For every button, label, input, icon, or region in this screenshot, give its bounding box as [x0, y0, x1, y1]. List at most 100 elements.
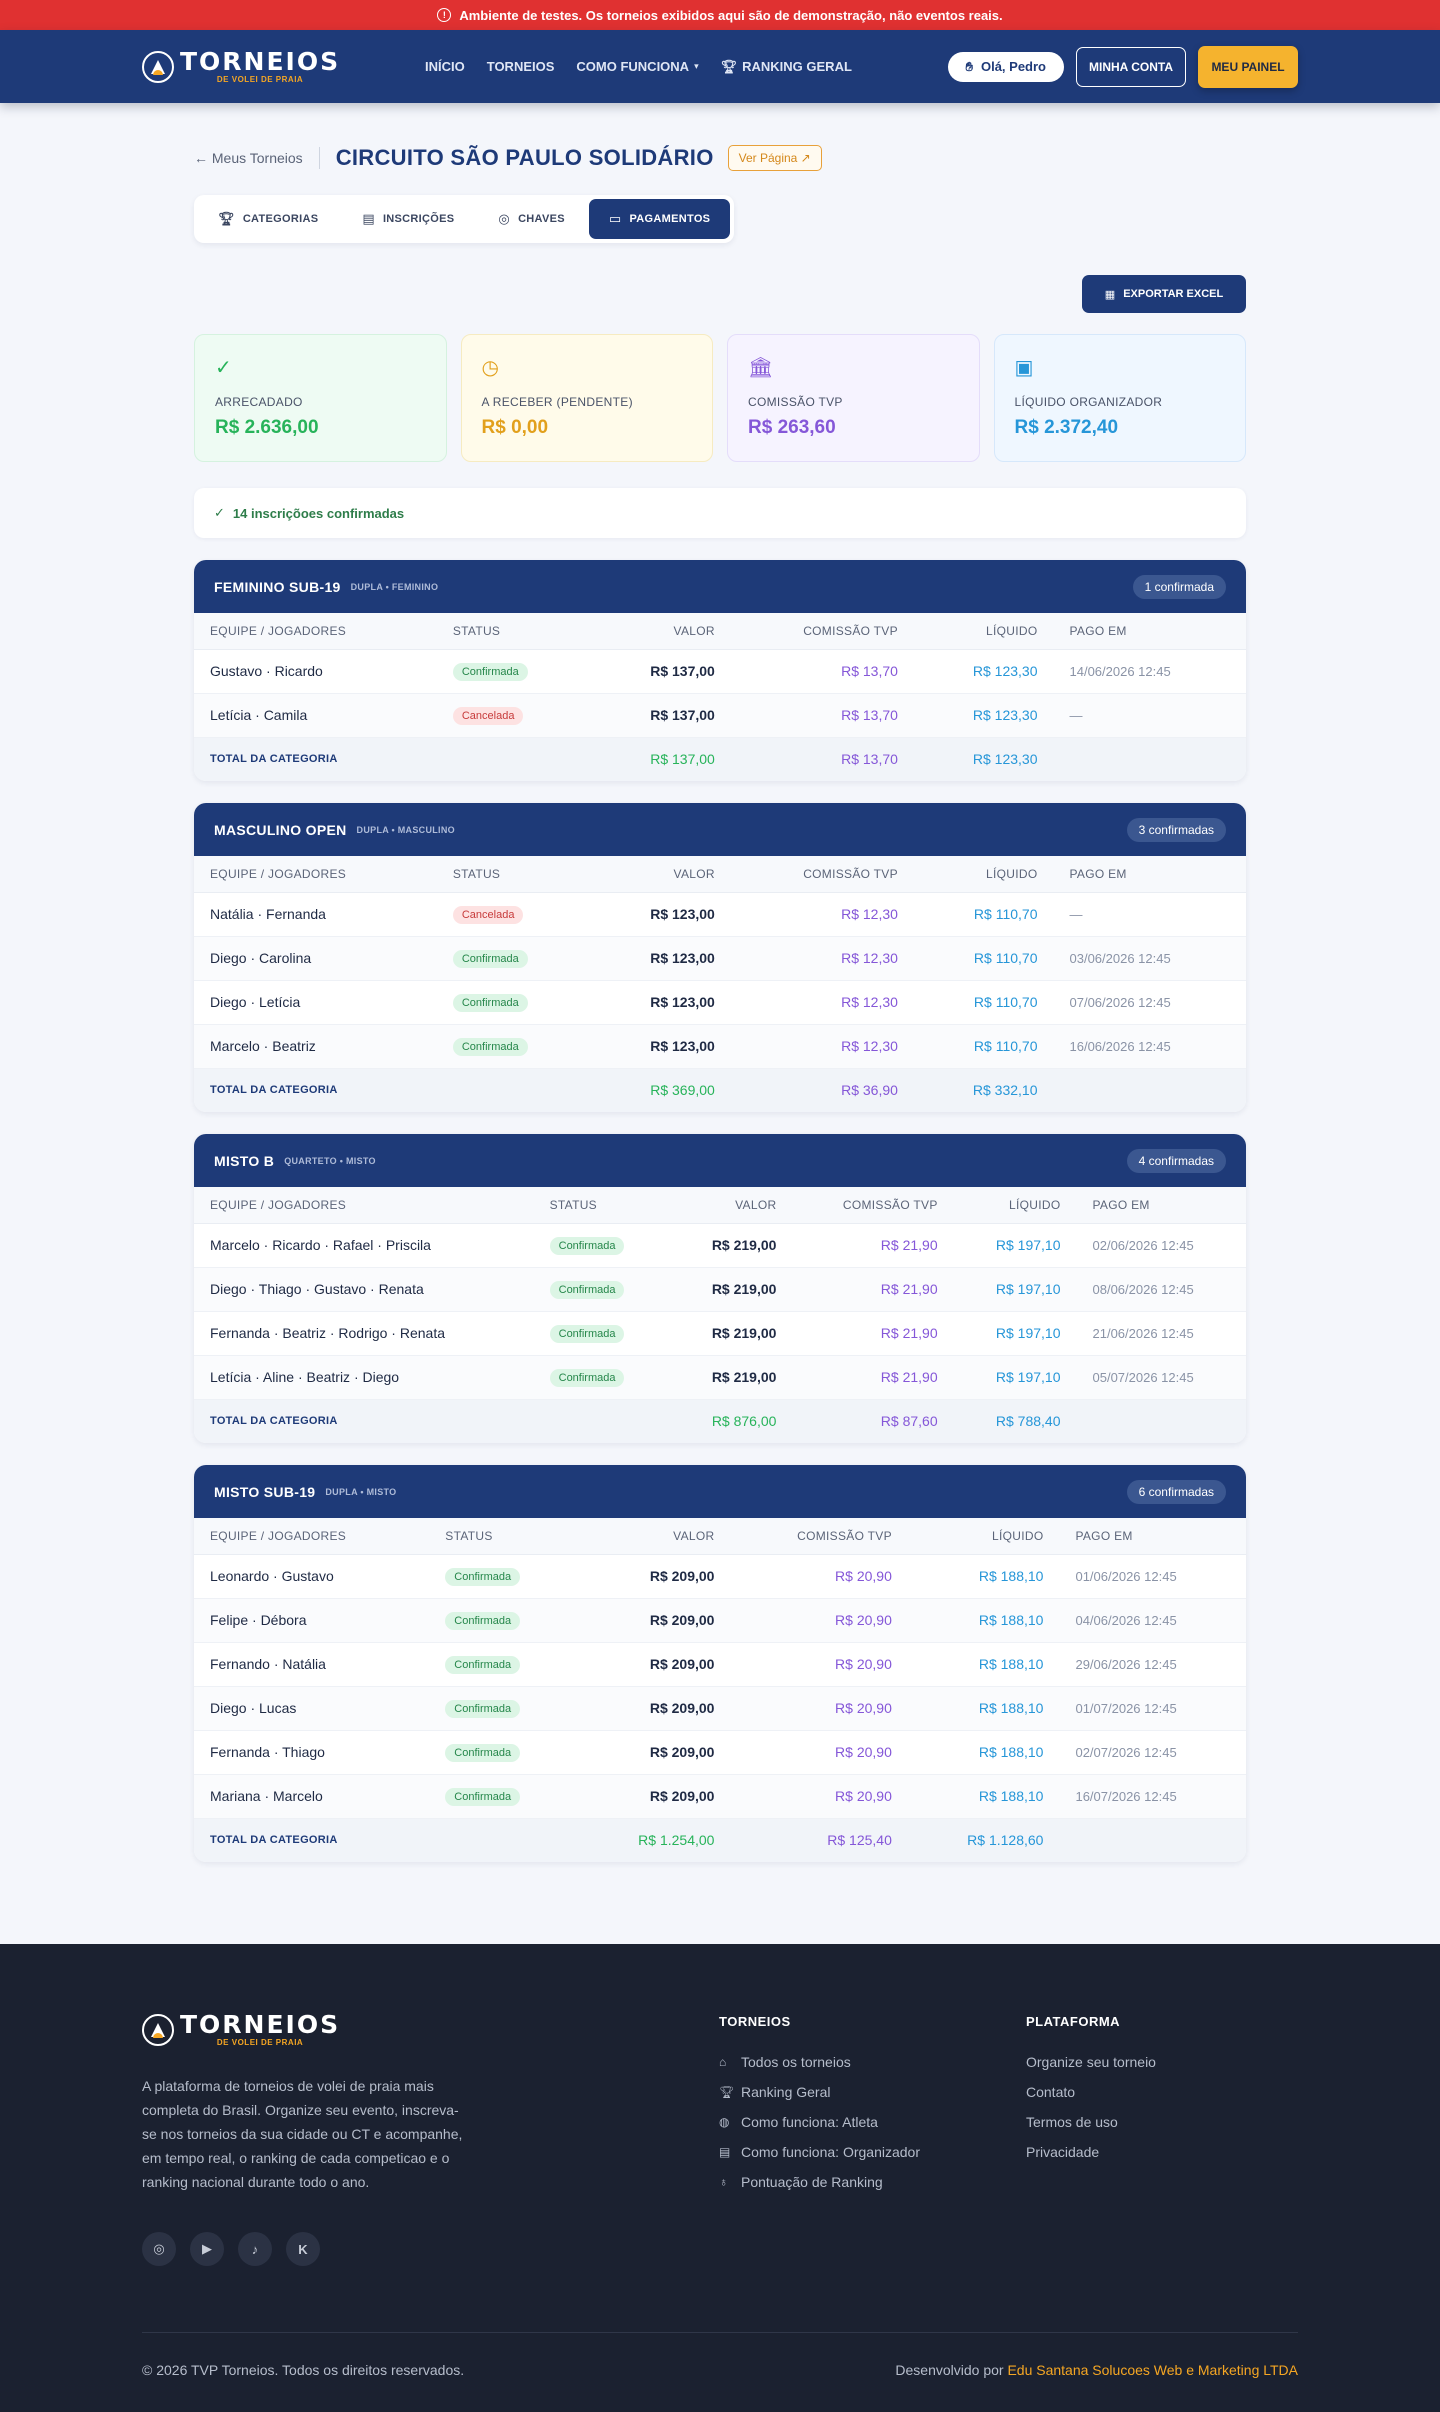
card-value: R$ 263,60 [748, 417, 836, 438]
nav-ranking-geral[interactable]: 🏆︎ RANKING GERAL [721, 59, 852, 75]
category-section: MISTO B QUARTETO • MISTO 4 confirmadas EQUI… [194, 1134, 1246, 1443]
payments-table: EQUIPE / JOGADORES STATUS VALOR COMISSÃO TV… [194, 613, 1246, 781]
liquido-cell: R$ 188,10 [907, 1598, 1060, 1643]
team-players: Diego · Lucas [194, 1686, 430, 1731]
valor-cell: R$ 137,00 [591, 693, 731, 738]
footer-link-pontuacao-ranking[interactable]: ♁ Pontuação de Ranking [719, 2167, 920, 2197]
tab-label: PAGAMENTOS [629, 213, 711, 225]
logo-mark-icon [142, 2013, 174, 2046]
status-badge: Cancelada [452, 706, 524, 725]
card-value: R$ 2.636,00 [215, 417, 319, 438]
total-label: TOTAL DA CATEGORIA [194, 1817, 430, 1862]
wallet-icon: ▣ [1014, 357, 1034, 379]
user-greeting-label: Olá, Pedro [980, 59, 1046, 74]
table-row: Diego · Lucas Confirmada R$ 209,00 R$ 20,90… [194, 1686, 1246, 1731]
logo[interactable]: TORNEIOS DE VOLEI DE PRAIA [142, 49, 340, 84]
export-excel-button[interactable]: ▦ EXPORTAR EXCEL [1082, 275, 1246, 313]
team-players: Mariana · Marcelo [194, 1774, 430, 1819]
total-empty [429, 1817, 579, 1862]
total-row: TOTAL DA CATEGORIA R$ 369,00 R$ 36,90 R$ 33… [194, 1067, 1246, 1112]
table-row: Letícia · Aline · Beatriz · Diego Confirm… [194, 1355, 1246, 1400]
table-row: Fernanda · Thiago Confirmada R$ 209,00 R$ 2… [194, 1730, 1246, 1775]
comissao-cell: R$ 20,90 [730, 1686, 908, 1731]
footer-link-organize[interactable]: Organize seu torneio [1026, 2054, 1156, 2070]
nav-ranking-label: RANKING GERAL [742, 59, 852, 74]
total-valor: R$ 369,00 [591, 1067, 731, 1112]
total-label: TOTAL DA CATEGORIA [194, 1398, 534, 1443]
developer-link[interactable]: Edu Santana Solucoes Web e Marketing LTD… [1007, 2362, 1298, 2378]
tiktok-icon[interactable]: ♪ [238, 2232, 272, 2266]
instagram-icon[interactable]: ◎ [142, 2232, 176, 2266]
tab-categorias[interactable]: 🏆︎ CATEGORIAS [198, 199, 338, 239]
footer-link-label: Todos os torneios [741, 2054, 851, 2070]
total-valor: R$ 137,00 [591, 736, 731, 781]
status-badge: Confirmada [445, 1655, 521, 1674]
tab-inscricoes[interactable]: ▤ INSCRIÇÕES [342, 199, 474, 239]
footer-col-torneios: TORNEIOS ⌂ Todos os torneios 🏆︎ Ranking Ge… [719, 2014, 920, 2197]
title-divider [318, 147, 320, 169]
team-players: Felipe · Débora [194, 1598, 430, 1643]
footer-link-contato[interactable]: Contato [1026, 2084, 1076, 2100]
table-row: Marcelo · Beatriz Confirmada R$ 123,00 R$ 1… [194, 1024, 1246, 1069]
footer-link-todos-torneios[interactable]: ⌂ Todos os torneios [719, 2047, 920, 2077]
logo-subtext: DE VOLEI DE PRAIA [216, 75, 304, 84]
status-cell: Cancelada [436, 693, 592, 738]
card-label: LÍQUIDO ORGANIZADOR [1014, 395, 1163, 409]
comissao-cell: R$ 12,30 [730, 1024, 914, 1069]
total-row: TOTAL DA CATEGORIA R$ 137,00 R$ 13,70 R$ 12… [194, 736, 1246, 781]
tab-pagamentos[interactable]: ▭ PAGAMENTOS [588, 199, 731, 239]
tab-label: CHAVES [518, 213, 565, 225]
total-row: TOTAL DA CATEGORIA R$ 1.254,00 R$ 125,40 R$… [194, 1817, 1246, 1862]
nav-inicio[interactable]: INÍCIO [425, 59, 465, 74]
youtube-icon[interactable]: ▶ [190, 2232, 224, 2266]
valor-cell: R$ 219,00 [669, 1223, 793, 1268]
nav-torneios[interactable]: TORNEIOS [486, 59, 555, 74]
wallet-icon: ▭ [608, 211, 622, 226]
footer-link-termos[interactable]: Termos de uso [1026, 2114, 1118, 2130]
back-to-tournaments-link[interactable]: ← Meus Torneios [194, 150, 303, 166]
my-panel-button[interactable]: MEU PAINEL [1198, 45, 1298, 88]
card-liquido: ▣ LÍQUIDO ORGANIZADOR R$ 2.372,40 [993, 334, 1246, 462]
col-header-status: STATUS [429, 1518, 579, 1555]
status-badge: Confirmada [452, 949, 528, 968]
confirmed-count-badge: 1 confirmada [1132, 574, 1226, 599]
view-page-button[interactable]: Ver Página ↗ [727, 145, 822, 171]
paid-at-cell: 02/07/2026 12:45 [1059, 1730, 1246, 1775]
kwai-icon[interactable]: K [286, 2232, 320, 2266]
paid-at-cell: 01/06/2026 12:45 [1059, 1554, 1246, 1599]
clipboard-icon: ▤ [362, 211, 375, 226]
footer-col-title: TORNEIOS [719, 2014, 791, 2029]
footer-link-como-funciona-organizador[interactable]: ▤ Como funciona: Organizador [719, 2137, 920, 2167]
user-greeting-button[interactable]: ✋︎ Olá, Pedro [947, 51, 1064, 82]
tab-chaves[interactable]: ◎ CHAVES [478, 199, 584, 239]
footer-link-label: Ranking Geral [741, 2084, 831, 2100]
comissao-cell: R$ 20,90 [730, 1642, 908, 1687]
status-cell: Cancelada [436, 892, 592, 937]
my-account-button[interactable]: MINHA CONTA [1076, 46, 1186, 87]
category-type: QUARTETO • MISTO [284, 1155, 376, 1166]
status-cell: Confirmada [436, 980, 592, 1025]
categories-list: FEMININO SUB-19 DUPLA • FEMININO 1 confirm… [194, 560, 1246, 1862]
footer-link-privacidade[interactable]: Privacidade [1026, 2144, 1100, 2160]
total-row: TOTAL DA CATEGORIA R$ 876,00 R$ 87,60 R$ 78… [194, 1398, 1246, 1443]
payments-table: EQUIPE / JOGADORES STATUS VALOR COMISSÃO TV… [194, 1187, 1246, 1443]
valor-cell: R$ 219,00 [669, 1311, 793, 1356]
col-header-status: STATUS [533, 1187, 670, 1224]
footer-link-como-funciona-atleta[interactable]: ◍ Como funciona: Atleta [719, 2107, 920, 2137]
valor-cell: R$ 219,00 [669, 1267, 793, 1312]
valor-cell: R$ 123,00 [591, 936, 731, 981]
comissao-cell: R$ 20,90 [730, 1774, 908, 1819]
logo-subtext: DE VOLEI DE PRAIA [216, 2038, 304, 2047]
nav-como-funciona[interactable]: COMO FUNCIONA ▾ [576, 59, 698, 74]
valor-cell: R$ 209,00 [578, 1554, 731, 1599]
liquido-cell: R$ 188,10 [907, 1730, 1060, 1775]
team-players: Diego · Carolina [194, 936, 437, 981]
table-row: Diego · Carolina Confirmada R$ 123,00 R$ 12… [194, 936, 1246, 981]
tab-label: INSCRIÇÕES [382, 213, 455, 225]
tab-label: CATEGORIAS [242, 213, 319, 225]
paid-at-cell: 08/06/2026 12:45 [1076, 1267, 1246, 1312]
footer-logo[interactable]: TORNEIOS DE VOLEI DE PRAIA [142, 2012, 340, 2047]
footer-link-ranking-geral[interactable]: 🏆︎ Ranking Geral [719, 2077, 920, 2107]
paid-at-cell: 07/06/2026 12:45 [1053, 980, 1246, 1025]
card-label: ARRECADADO [215, 395, 303, 409]
